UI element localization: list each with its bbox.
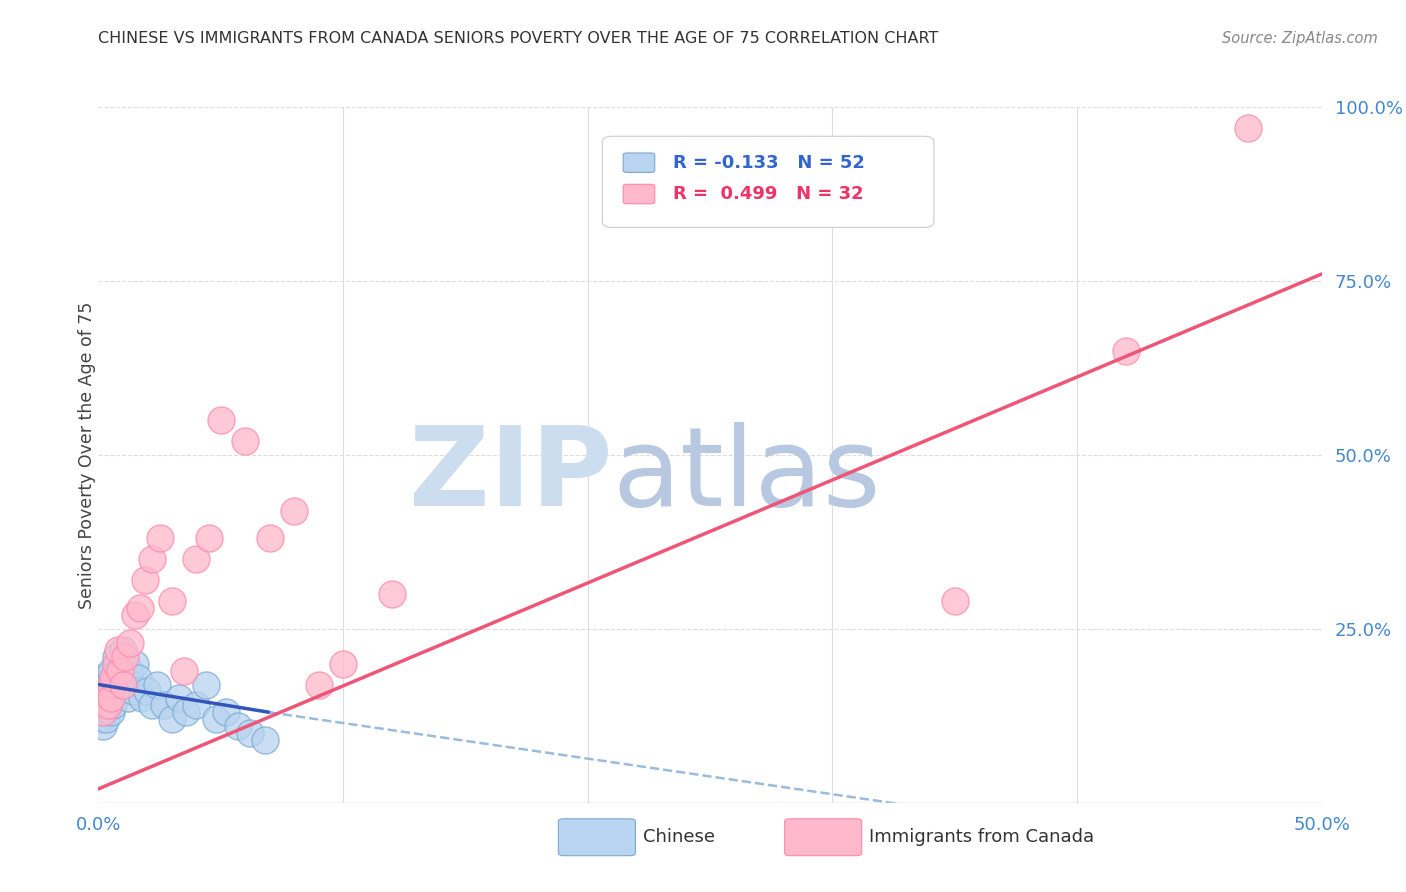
Text: R =  0.499   N = 32: R = 0.499 N = 32 bbox=[673, 185, 863, 203]
Point bbox=[100, 677, 122, 691]
Point bbox=[117, 691, 139, 706]
Point bbox=[94, 684, 117, 698]
Point bbox=[94, 712, 117, 726]
Text: CHINESE VS IMMIGRANTS FROM CANADA SENIORS POVERTY OVER THE AGE OF 75 CORRELATION: CHINESE VS IMMIGRANTS FROM CANADA SENIOR… bbox=[98, 31, 939, 46]
Point bbox=[90, 706, 112, 720]
Point bbox=[97, 698, 120, 713]
Point bbox=[107, 642, 129, 657]
Point bbox=[104, 649, 127, 664]
Point bbox=[111, 677, 134, 691]
FancyBboxPatch shape bbox=[558, 819, 636, 855]
Point bbox=[110, 677, 132, 691]
Point bbox=[94, 706, 117, 720]
Point bbox=[186, 552, 208, 566]
Point bbox=[91, 706, 114, 720]
Point bbox=[149, 532, 172, 546]
Point bbox=[259, 532, 281, 546]
Text: ZIP: ZIP bbox=[409, 422, 612, 529]
FancyBboxPatch shape bbox=[623, 153, 655, 172]
Point bbox=[308, 677, 330, 691]
Text: atlas: atlas bbox=[612, 422, 880, 529]
Point bbox=[141, 698, 163, 713]
Point bbox=[111, 664, 134, 678]
FancyBboxPatch shape bbox=[785, 819, 862, 855]
Point bbox=[1115, 343, 1137, 358]
Y-axis label: Seniors Poverty Over the Age of 75: Seniors Poverty Over the Age of 75 bbox=[79, 301, 96, 608]
Point bbox=[114, 649, 136, 664]
Point bbox=[146, 677, 169, 691]
Point bbox=[153, 698, 176, 713]
Point bbox=[283, 503, 305, 517]
Point bbox=[100, 706, 122, 720]
Point bbox=[101, 698, 124, 713]
Point bbox=[94, 691, 117, 706]
Point bbox=[124, 657, 146, 671]
Point bbox=[332, 657, 354, 671]
Point bbox=[90, 698, 112, 713]
Point bbox=[90, 712, 112, 726]
Point bbox=[111, 642, 134, 657]
Point bbox=[195, 677, 218, 691]
Point bbox=[205, 712, 228, 726]
Point bbox=[226, 719, 249, 733]
Point bbox=[100, 691, 122, 706]
Point bbox=[94, 671, 117, 685]
Point bbox=[141, 552, 163, 566]
Point bbox=[253, 733, 276, 747]
Point bbox=[381, 587, 404, 601]
Point bbox=[127, 671, 149, 685]
Point bbox=[107, 664, 129, 678]
Point bbox=[121, 684, 143, 698]
Point bbox=[94, 684, 117, 698]
Point bbox=[97, 698, 120, 713]
Point bbox=[91, 706, 114, 720]
Point bbox=[101, 671, 124, 685]
Point bbox=[134, 573, 156, 587]
Text: Immigrants from Canada: Immigrants from Canada bbox=[869, 829, 1094, 847]
Point bbox=[91, 691, 114, 706]
Point bbox=[214, 706, 236, 720]
Point bbox=[90, 691, 112, 706]
Text: Source: ZipAtlas.com: Source: ZipAtlas.com bbox=[1222, 31, 1378, 46]
Point bbox=[114, 677, 136, 691]
Point bbox=[209, 413, 232, 427]
FancyBboxPatch shape bbox=[623, 185, 655, 203]
Point bbox=[94, 698, 117, 713]
Point bbox=[197, 532, 219, 546]
Point bbox=[186, 698, 208, 713]
Point bbox=[160, 594, 183, 608]
Point bbox=[107, 684, 129, 698]
Point bbox=[100, 664, 122, 678]
Point bbox=[176, 706, 198, 720]
Point bbox=[124, 607, 146, 622]
Point bbox=[131, 691, 153, 706]
Point bbox=[173, 664, 195, 678]
Point bbox=[91, 677, 114, 691]
Point bbox=[136, 684, 159, 698]
Point bbox=[90, 671, 112, 685]
Point bbox=[97, 684, 120, 698]
Text: R = -0.133   N = 52: R = -0.133 N = 52 bbox=[673, 153, 865, 171]
Point bbox=[100, 691, 122, 706]
Point bbox=[97, 677, 120, 691]
Point bbox=[1237, 120, 1260, 135]
Point bbox=[104, 671, 127, 685]
Point bbox=[129, 601, 152, 615]
Point bbox=[160, 712, 183, 726]
Point bbox=[239, 726, 262, 740]
Point bbox=[943, 594, 966, 608]
Point bbox=[167, 691, 190, 706]
Point bbox=[90, 684, 112, 698]
Point bbox=[101, 684, 124, 698]
Point bbox=[233, 434, 256, 448]
Text: Chinese: Chinese bbox=[643, 829, 714, 847]
Point bbox=[100, 671, 122, 685]
FancyBboxPatch shape bbox=[602, 136, 934, 227]
Point bbox=[120, 664, 142, 678]
Point bbox=[104, 657, 127, 671]
Point bbox=[110, 664, 132, 678]
Point bbox=[120, 636, 142, 650]
Point bbox=[91, 719, 114, 733]
